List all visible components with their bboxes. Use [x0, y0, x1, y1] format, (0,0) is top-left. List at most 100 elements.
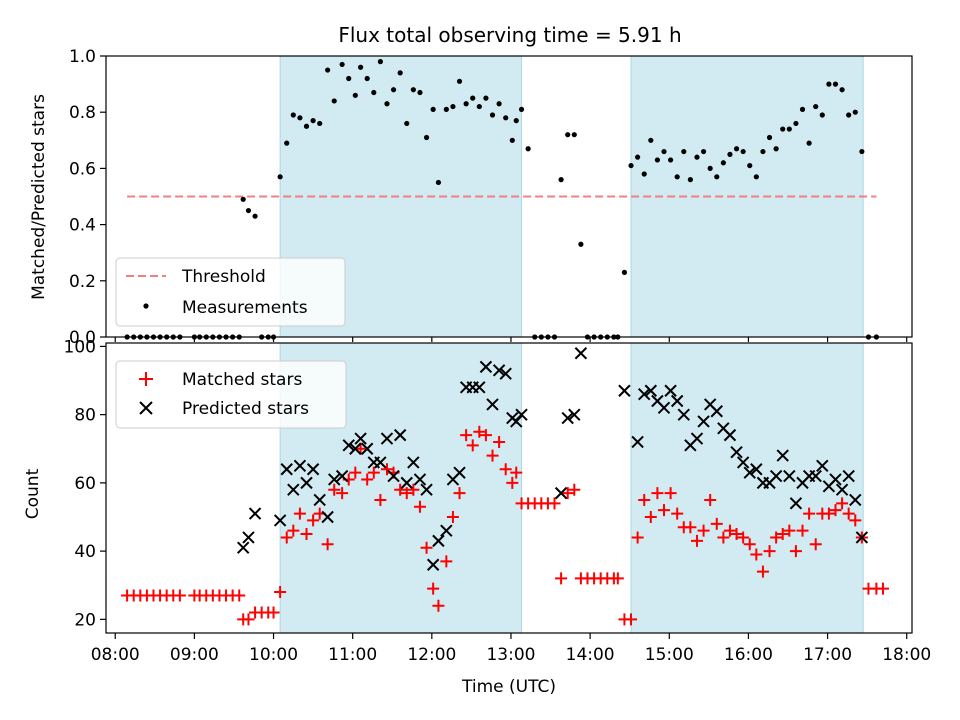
- predicted-star-point: [631, 435, 644, 449]
- predicted-star-point: [664, 384, 677, 397]
- predicted-star-point: [849, 493, 862, 507]
- measurement-point: [317, 120, 323, 127]
- measurement-point: [284, 140, 290, 146]
- measurement-point: [435, 179, 442, 186]
- measurement-point: [700, 148, 707, 155]
- x-tick-label: 14:00: [566, 645, 615, 665]
- matched-star-point: [697, 524, 710, 537]
- measurement-point: [687, 177, 693, 183]
- measurement-point: [384, 101, 390, 107]
- measurement-point: [240, 196, 246, 202]
- measurement-point: [456, 78, 463, 84]
- predicted-star-point: [736, 456, 750, 469]
- predicted-star-point: [855, 531, 869, 544]
- x-axis-label: Time (UTC): [461, 677, 556, 697]
- measurement-point: [733, 146, 740, 152]
- matched-star-point: [776, 528, 789, 541]
- top-legend-box: [115, 257, 346, 327]
- measurement-point: [714, 174, 720, 180]
- matched-star-point: [432, 599, 445, 612]
- y-tick-label: 20: [74, 610, 96, 630]
- legend-threshold-label: Threshold: [181, 267, 266, 287]
- measurement-point: [371, 89, 377, 96]
- predicted-star-point: [499, 367, 512, 380]
- matched-star-point: [684, 521, 697, 534]
- predicted-star-point: [690, 432, 704, 445]
- predicted-star-point: [554, 486, 568, 500]
- predicted-star-point: [789, 497, 803, 510]
- measurement-point: [470, 95, 476, 101]
- top-panel: 0.0 0.2 0.4 0.6 0.8 1.0 Matched/Predicted sta…: [29, 47, 913, 348]
- predicted-star-point: [393, 428, 407, 442]
- matched-star-point: [809, 538, 822, 551]
- predicted-star-point: [618, 384, 631, 397]
- measurement-point: [364, 75, 370, 82]
- measurement-point: [780, 126, 786, 132]
- predicted-star-point: [829, 473, 842, 486]
- matched-star-point: [555, 572, 568, 585]
- measurement-point: [525, 146, 531, 152]
- bottom-x-ticks: 08:00 09:00 10:00 11:00 12:00 13:00 14:00 15:00…: [91, 633, 931, 665]
- chart-title: Flux total observing time = 5.91 h: [338, 23, 681, 47]
- measurement-point: [331, 98, 337, 104]
- measurement-point: [839, 87, 845, 93]
- measurement-point: [846, 112, 852, 118]
- predicted-star-point: [816, 459, 829, 473]
- measurement-point: [635, 154, 641, 160]
- predicted-star-point: [644, 384, 658, 397]
- predicted-star-point: [842, 469, 855, 483]
- predicted-star-point: [670, 394, 684, 408]
- matched-star-point: [730, 528, 743, 541]
- matched-star-point: [349, 466, 362, 479]
- measurement-point: [747, 162, 753, 169]
- measurement-point: [558, 177, 564, 183]
- measurement-point: [509, 137, 515, 143]
- bottom-data-marks: [121, 347, 889, 626]
- predicted-star-point: [374, 456, 387, 469]
- x-tick-label: 13:00: [486, 645, 535, 665]
- matched-star-point: [506, 476, 519, 489]
- measurement-point: [720, 160, 726, 166]
- x-tick-label: 16:00: [724, 645, 773, 665]
- measurement-point: [852, 109, 858, 115]
- predicted-star-point: [273, 514, 287, 527]
- measurement-point: [404, 120, 410, 127]
- matched-star-point: [783, 524, 796, 537]
- measurement-point: [813, 103, 819, 110]
- y-tick-label: 0.0: [69, 328, 96, 348]
- matched-star-point: [287, 524, 300, 537]
- predicted-star-point: [440, 524, 453, 537]
- predicted-star-point: [380, 432, 394, 445]
- predicted-star-point: [743, 466, 756, 479]
- measurement-point: [667, 157, 674, 163]
- measurement-point: [766, 134, 773, 141]
- measurement-point: [310, 118, 316, 124]
- y-tick-label: 0.4: [69, 216, 96, 236]
- predicted-star-point: [321, 510, 334, 524]
- y-tick-label: 1.0: [69, 47, 96, 67]
- measurement-point: [463, 101, 469, 107]
- matched-star-point: [756, 565, 769, 578]
- x-tick-label: 18:00: [882, 645, 931, 665]
- matched-star-point: [293, 507, 306, 520]
- matched-star-point: [367, 466, 380, 479]
- matched-star-point: [267, 606, 280, 619]
- predicted-star-point: [407, 456, 420, 469]
- matched-star-point: [704, 493, 717, 506]
- matched-star-point: [466, 439, 479, 452]
- y-tick-label: 80: [74, 406, 96, 426]
- matched-star-point: [561, 487, 574, 500]
- matched-star-point: [710, 517, 723, 530]
- predicted-star-point: [568, 408, 581, 421]
- predicted-star-point: [432, 534, 445, 548]
- matched-star-point: [473, 425, 486, 438]
- measurement-point: [513, 118, 519, 124]
- measurement-point: [277, 174, 283, 180]
- top-legend: Threshold Measurements: [115, 257, 346, 327]
- top-y-ticks: 0.0 0.2 0.4 0.6 0.8 1.0: [69, 47, 106, 348]
- matched-star-point: [460, 429, 473, 442]
- predicted-star-point: [354, 432, 367, 445]
- predicted-star-point: [638, 387, 651, 401]
- legend-predicted-marker: [139, 401, 153, 415]
- predicted-star-point: [677, 408, 690, 421]
